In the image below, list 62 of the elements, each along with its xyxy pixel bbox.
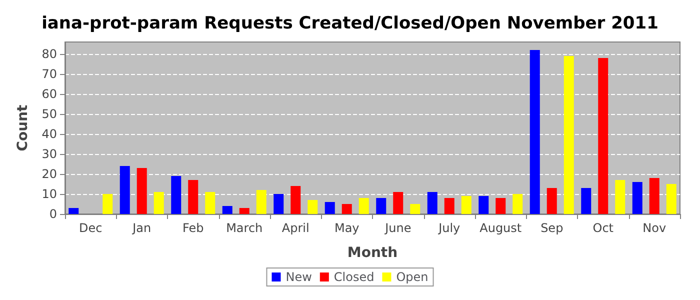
bar xyxy=(256,190,266,214)
y-tick-label: 10 xyxy=(42,187,57,201)
bar xyxy=(376,198,386,214)
bar xyxy=(358,198,369,214)
x-tick-label: March xyxy=(226,221,263,235)
x-tick-label: July xyxy=(438,221,460,235)
bar xyxy=(512,194,523,214)
legend-label: New xyxy=(286,270,312,284)
bar xyxy=(274,194,284,214)
bar xyxy=(393,192,404,214)
y-tick-label: 0 xyxy=(49,207,57,221)
x-tick-label: Feb xyxy=(182,221,204,235)
bar xyxy=(136,168,147,214)
bar xyxy=(530,50,540,214)
x-tick-label: August xyxy=(480,221,522,235)
bar xyxy=(632,182,642,214)
y-axis-title: Count xyxy=(15,104,31,152)
bar xyxy=(410,204,420,214)
legend-label: Open xyxy=(396,270,428,284)
y-tick-label: 80 xyxy=(42,47,57,61)
bar xyxy=(324,202,335,214)
x-tick-label: Sep xyxy=(540,221,564,235)
bar xyxy=(598,58,608,214)
bar xyxy=(154,192,164,214)
chart-title: iana-prot-param Requests Created/Closed/Open November 2011 xyxy=(42,14,658,34)
x-tick-label: Jan xyxy=(132,221,152,235)
x-tick-label: April xyxy=(282,221,310,235)
bar xyxy=(564,56,574,214)
x-tick-label: Oct xyxy=(592,221,614,235)
bar xyxy=(649,178,660,214)
x-tick-label: Dec xyxy=(79,221,102,235)
x-tick-label: June xyxy=(384,221,412,235)
bar xyxy=(290,186,301,214)
bar xyxy=(222,206,232,214)
legend-label: Closed xyxy=(334,270,374,284)
x-axis-title: Month xyxy=(347,245,398,261)
bar xyxy=(239,208,250,214)
bar xyxy=(102,194,113,214)
bar xyxy=(68,208,79,214)
x-tick-label: May xyxy=(334,221,360,235)
bar xyxy=(666,184,676,214)
y-tick-label: 40 xyxy=(42,127,57,141)
bar xyxy=(205,192,216,214)
y-tick-label: 70 xyxy=(42,67,57,81)
bar xyxy=(188,180,198,214)
y-tick-label: 30 xyxy=(42,147,57,161)
x-tick-label: Nov xyxy=(642,221,666,235)
y-tick-label: 60 xyxy=(42,87,57,101)
bar xyxy=(308,200,318,214)
bar xyxy=(427,192,438,214)
bar xyxy=(444,198,454,214)
bar xyxy=(461,196,472,214)
bar xyxy=(171,176,182,214)
bar xyxy=(546,188,557,214)
y-tick-label: 20 xyxy=(42,167,57,181)
bar xyxy=(581,188,592,214)
bar xyxy=(478,196,489,214)
bar xyxy=(342,204,352,214)
y-tick-label: 50 xyxy=(42,107,57,121)
bar xyxy=(615,180,626,214)
bar xyxy=(496,198,506,214)
bar xyxy=(120,166,130,214)
